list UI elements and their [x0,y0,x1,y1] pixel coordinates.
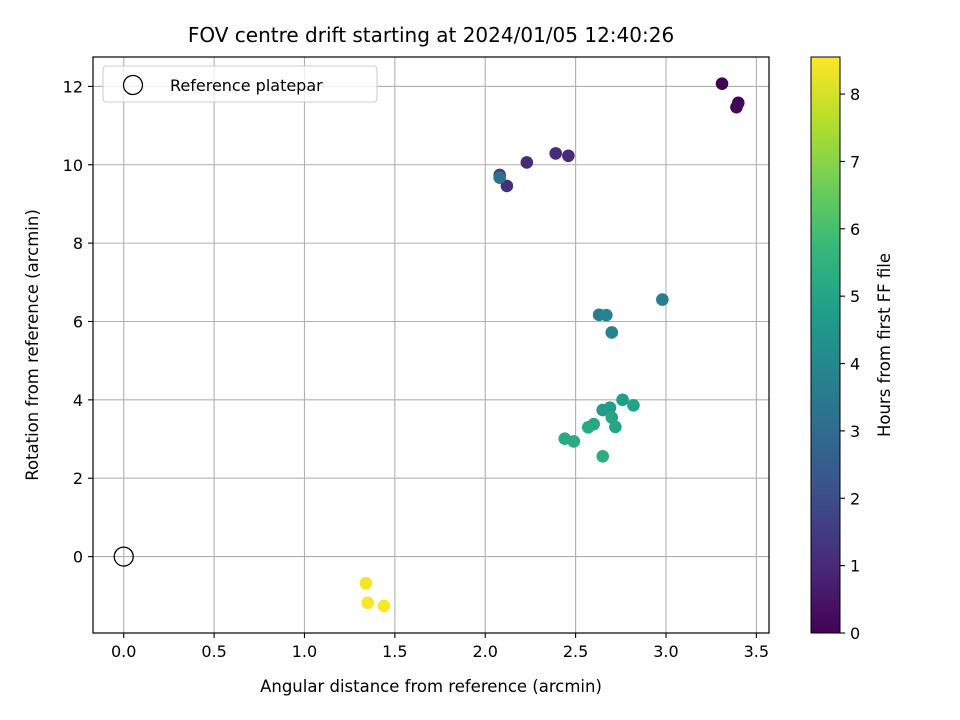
data-point [520,156,534,169]
data-point [609,420,622,434]
colorbar-tick-label: 4 [850,355,860,374]
data-point [581,420,595,434]
data-point [605,326,619,339]
x-tick-label: 0.5 [201,642,226,661]
y-tick-label: 10 [63,156,83,175]
data-point [596,449,610,463]
colorbar: 0 1 2 3 4 5 6 7 8 Hours from first FF file [810,56,894,643]
data-point [359,576,373,590]
colorbar-tick-label: 2 [850,489,860,508]
y-axis-ticks: 0 2 4 6 8 10 12 [63,77,93,567]
x-tick-label: 1.5 [382,642,407,661]
x-tick-label: 2.0 [472,642,497,661]
legend: Reference platepar [102,65,378,103]
data-point [627,399,640,412]
chart-title: FOV centre drift starting at 2024/01/05 … [188,23,674,47]
data-points [359,77,745,613]
data-point [549,147,563,160]
reference-marker [113,546,134,567]
colorbar-label: Hours from first FF file [875,253,894,437]
grid [93,57,769,633]
data-point [377,599,391,613]
plot-frame [92,56,770,634]
reference-point-marker [113,546,134,567]
y-tick-label: 4 [73,391,83,410]
legend-box [102,65,378,103]
data-point [656,293,669,306]
x-tick-label: 3.5 [744,642,769,661]
colorbar-tick-label: 5 [850,287,860,306]
data-point [715,77,729,90]
data-point [361,596,375,610]
x-tick-label: 0.0 [111,642,136,661]
y-tick-label: 2 [73,469,83,488]
x-axis-label: Angular distance from reference (arcmin) [260,677,602,696]
colorbar-tick-label: 6 [850,220,860,239]
colorbar-tick-label: 1 [850,557,860,576]
y-tick-label: 0 [73,548,83,567]
colorbar-gradient [810,56,841,634]
y-axis-label: Rotation from reference (arcmin) [23,209,42,481]
x-tick-label: 3.0 [653,642,678,661]
y-tick-label: 12 [63,77,83,96]
data-point [567,435,581,448]
legend-label: Reference platepar [170,76,323,95]
data-point [603,401,617,414]
data-point [730,100,743,114]
data-point [493,171,506,184]
x-tick-label: 2.5 [563,642,588,661]
colorbar-tick-label: 7 [850,152,860,171]
x-tick-label: 1.0 [292,642,317,661]
x-axis-ticks: 0.0 0.5 1.0 1.5 2.0 2.5 3.0 3.5 [111,633,769,661]
y-tick-label: 8 [73,234,83,253]
legend-marker-icon [122,74,144,96]
colorbar-ticks: 0 1 2 3 4 5 6 7 8 [840,85,860,643]
y-tick-label: 6 [73,312,83,331]
colorbar-tick-label: 8 [850,85,860,104]
colorbar-tick-label: 3 [850,422,860,441]
colorbar-tick-label: 0 [850,624,860,643]
data-point [500,179,514,193]
data-point [616,393,629,407]
data-point [562,149,575,163]
data-point [600,308,613,322]
